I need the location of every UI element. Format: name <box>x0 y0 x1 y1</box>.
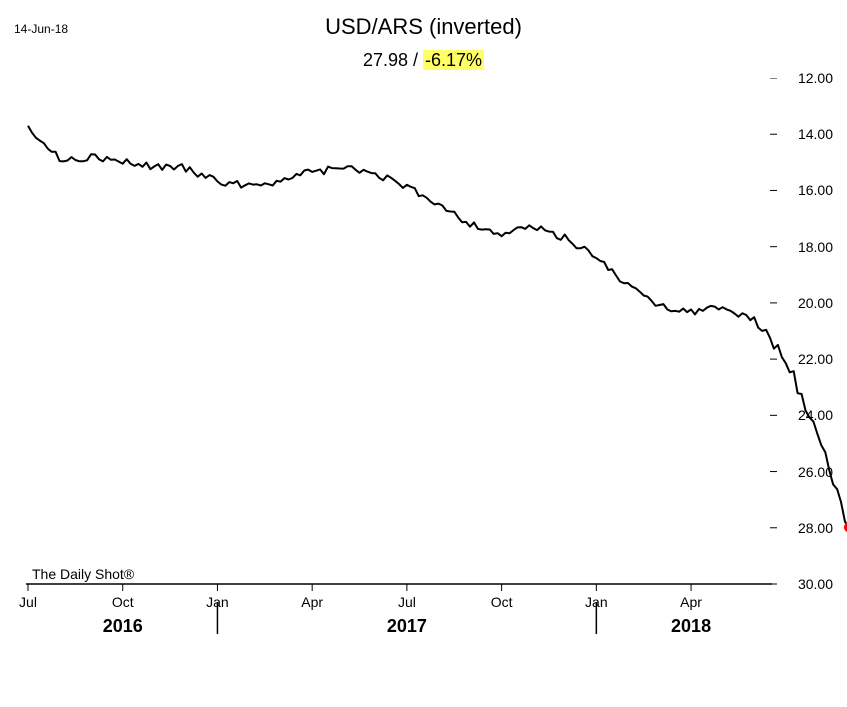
y-tick-label: 12.00 <box>798 70 833 86</box>
y-tick-label: 16.00 <box>798 182 833 198</box>
y-tick-label: 30.00 <box>798 576 833 592</box>
chart-container: 14-Jun-18 USD/ARS (inverted) 27.98 / -6.… <box>0 0 847 707</box>
x-month-label: Apr <box>680 594 702 610</box>
pct-change: -6.17% <box>423 50 484 70</box>
y-tick-label: 28.00 <box>798 520 833 536</box>
x-month-label: Apr <box>301 594 323 610</box>
x-month-label: Jan <box>206 594 229 610</box>
chart-title: USD/ARS (inverted) <box>0 14 847 40</box>
x-year-label: 2018 <box>671 616 711 637</box>
separator: / <box>408 50 423 70</box>
x-month-label: Jan <box>585 594 608 610</box>
source-attribution: The Daily Shot® <box>32 566 134 582</box>
x-month-label: Oct <box>491 594 513 610</box>
x-year-label: 2016 <box>103 616 143 637</box>
x-month-label: Oct <box>112 594 134 610</box>
y-tick-label: 24.00 <box>798 407 833 423</box>
y-tick-label: 14.00 <box>798 126 833 142</box>
y-tick-label: 26.00 <box>798 464 833 480</box>
chart-subline: 27.98 / -6.17% <box>0 50 847 71</box>
x-month-label: Jul <box>398 594 416 610</box>
last-value: 27.98 <box>363 50 408 70</box>
chart-plot <box>0 78 847 638</box>
y-tick-label: 18.00 <box>798 239 833 255</box>
y-tick-label: 20.00 <box>798 295 833 311</box>
y-tick-label: 22.00 <box>798 351 833 367</box>
x-year-label: 2017 <box>387 616 427 637</box>
x-month-label: Jul <box>19 594 37 610</box>
